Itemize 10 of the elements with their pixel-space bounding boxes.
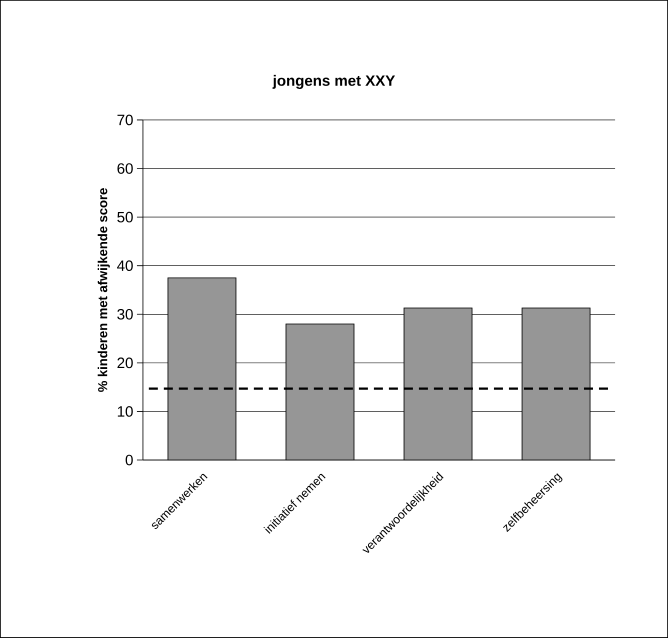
y-tick-label: 10 [118, 406, 133, 417]
y-tick-label: 0 [126, 454, 133, 466]
chart-title: jongens met XXY [272, 74, 396, 89]
y-tick-label: 50 [117, 212, 133, 222]
y-tick-label: 20 [117, 358, 133, 368]
y-tick-label: 70 [117, 114, 133, 126]
y-axis-title: % kinderen met afwijkende score [98, 188, 110, 392]
y-tick-label: 60 [117, 163, 133, 174]
y-tick-label: 30 [117, 308, 133, 320]
y-tick-label: 40 [117, 260, 133, 271]
